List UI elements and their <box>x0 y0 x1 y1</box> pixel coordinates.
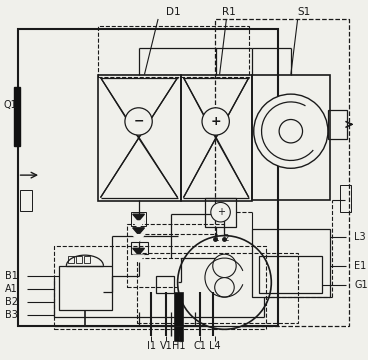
Bar <box>98 26 249 77</box>
Bar <box>21 190 32 211</box>
Text: −: − <box>133 115 144 128</box>
Polygon shape <box>133 255 144 262</box>
Polygon shape <box>14 87 20 146</box>
Bar <box>340 185 351 212</box>
Bar <box>59 266 112 310</box>
Bar <box>84 256 90 263</box>
Bar <box>328 110 347 139</box>
Polygon shape <box>100 77 178 138</box>
Polygon shape <box>184 77 249 138</box>
Bar <box>259 256 322 293</box>
Bar <box>181 75 252 202</box>
Bar <box>54 246 266 329</box>
Bar <box>137 253 298 324</box>
Bar <box>131 243 148 254</box>
Circle shape <box>211 202 230 222</box>
Text: E1: E1 <box>354 261 367 271</box>
Text: C1: C1 <box>194 341 206 351</box>
Bar <box>252 229 330 297</box>
Polygon shape <box>100 138 178 198</box>
Bar <box>156 276 174 293</box>
Circle shape <box>215 278 234 297</box>
Text: H1: H1 <box>172 341 185 351</box>
Text: S1: S1 <box>298 7 311 17</box>
Bar <box>98 75 181 202</box>
Bar <box>215 19 349 327</box>
Text: I1: I1 <box>147 341 156 351</box>
Text: L3: L3 <box>354 231 366 242</box>
Text: +: + <box>216 207 224 217</box>
Circle shape <box>213 254 236 278</box>
Bar <box>18 29 278 327</box>
Bar <box>252 75 330 199</box>
Text: L4: L4 <box>209 341 220 351</box>
Text: G1: G1 <box>354 280 368 291</box>
Polygon shape <box>184 138 249 198</box>
Text: V1: V1 <box>160 341 172 351</box>
Circle shape <box>254 94 328 168</box>
Bar <box>68 256 74 263</box>
Polygon shape <box>133 228 144 235</box>
Bar <box>174 292 184 341</box>
Text: 1: 1 <box>214 234 220 243</box>
Bar <box>205 198 236 227</box>
Text: 2: 2 <box>224 234 229 243</box>
Circle shape <box>125 108 152 135</box>
Text: B1: B1 <box>5 271 18 281</box>
Bar <box>76 256 82 263</box>
Text: A1: A1 <box>5 284 18 294</box>
Polygon shape <box>133 248 144 255</box>
Text: +: + <box>210 115 221 128</box>
Text: D1: D1 <box>166 7 181 17</box>
Circle shape <box>178 236 271 329</box>
Polygon shape <box>133 235 144 242</box>
Bar <box>127 224 224 287</box>
Polygon shape <box>133 214 144 221</box>
Text: B2: B2 <box>5 297 18 307</box>
Text: B3: B3 <box>5 310 18 320</box>
Circle shape <box>202 108 229 135</box>
Bar <box>131 212 146 226</box>
Polygon shape <box>133 221 144 228</box>
Text: R1: R1 <box>223 7 236 17</box>
Text: Q1: Q1 <box>4 100 18 110</box>
Circle shape <box>279 120 302 143</box>
